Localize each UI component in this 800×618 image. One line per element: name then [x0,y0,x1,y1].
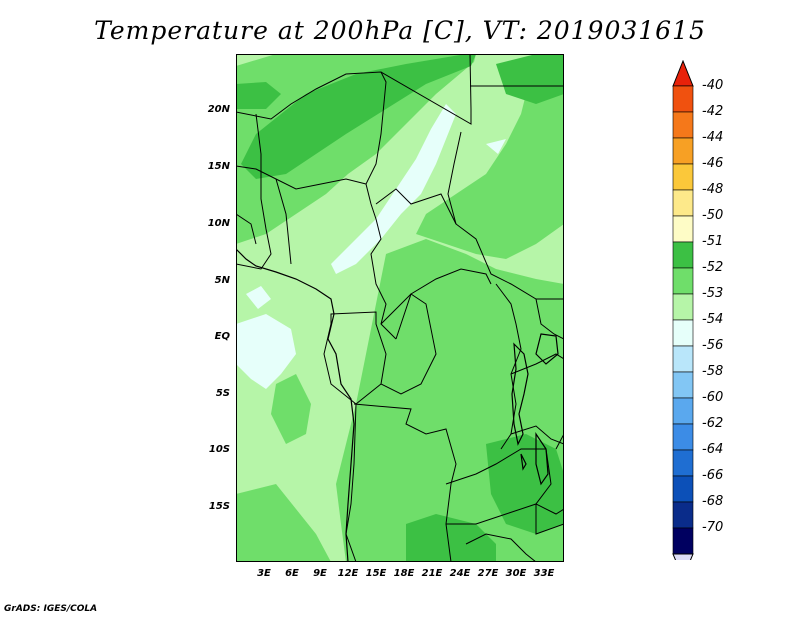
colorbar-label: -68 [702,494,724,509]
lat-label: 5N [214,275,230,286]
colorbar-segment [672,319,694,347]
lat-label: 5S [215,388,230,399]
lon-label: 33E [533,568,555,579]
colorbar-label: -46 [702,156,724,171]
lakes [511,333,559,486]
colorbar-segment [672,189,694,217]
lon-label: 9E [313,568,327,579]
colorbar-segment [672,215,694,243]
colorbar-label: -70 [702,520,724,535]
coastline [236,248,355,562]
field-band-52-53 [236,484,331,562]
lon-label: 24E [449,568,471,579]
field-band-54-56 [236,314,296,389]
lat-label: EQ [214,331,230,342]
lon-label: 6E [285,568,299,579]
colorbar-top-arrow [672,60,694,87]
colorbar-label: -42 [702,104,724,119]
colorbar-segment [672,501,694,529]
colorbar-segment [672,397,694,425]
colorbar-label: -44 [702,130,724,145]
field-band-54-56 [246,286,271,309]
temperature-map [236,54,564,562]
lon-label: 15E [365,568,387,579]
lon-label: 3E [257,568,271,579]
colorbar-segment [672,111,694,139]
lon-label: 12E [337,568,359,579]
colorbar-label: -64 [702,442,724,457]
colorbar-segment [672,345,694,373]
lat-label: 15N [207,161,230,172]
colorbar-label: -54 [702,312,724,327]
lat-label: 10S [208,444,230,455]
colorbar-segment [672,241,694,269]
lon-label: 30E [505,568,527,579]
field-band-51-52 [241,54,476,179]
lon-label: 18E [393,568,415,579]
lat-label: 15S [208,501,230,512]
colorbar-segment [672,137,694,165]
colorbar-segment [672,163,694,191]
colorbar-segment [672,293,694,321]
colorbar-label: -58 [702,364,724,379]
colorbar-label: -56 [702,338,724,353]
colorbar-label: -51 [702,234,724,249]
colorbar-label: -50 [702,208,724,223]
colorbar-label: -48 [702,182,724,197]
colorbar-label: -40 [702,78,724,93]
colorbar-label: -60 [702,390,724,405]
map-frame [236,54,564,562]
lon-label: 21E [421,568,443,579]
colorbar-segment [672,267,694,295]
colorbar-label: -62 [702,416,724,431]
colorbar-label: -66 [702,468,724,483]
colorbar-segment [672,371,694,399]
field-band-52-53 [416,54,564,259]
field-band-51-52 [406,514,496,562]
field-band-51-52 [496,54,564,104]
field-band-51-52 [236,82,281,109]
lat-label: 10N [207,218,230,229]
colorbar-segment [672,449,694,477]
chart-title: Temperature at 200hPa [C], VT: 201903161… [94,16,706,45]
colorbar-segment [672,475,694,503]
field-band-52-53 [271,374,311,444]
colorbar [672,60,694,560]
colorbar-segment [672,85,694,113]
lat-label: 20N [207,104,230,115]
colorbar-label: -53 [702,286,724,301]
field-band-54-56 [486,139,506,154]
field-band-51-52 [486,434,564,534]
credit-text: GrADS: IGES/COLA [4,604,98,614]
lon-label: 27E [477,568,499,579]
field-band-54-56 [331,104,456,274]
colorbar-bottom-arrow [672,553,694,560]
colorbar-label: -52 [702,260,724,275]
colorbar-segment [672,423,694,451]
colorbar-segment [672,527,694,555]
